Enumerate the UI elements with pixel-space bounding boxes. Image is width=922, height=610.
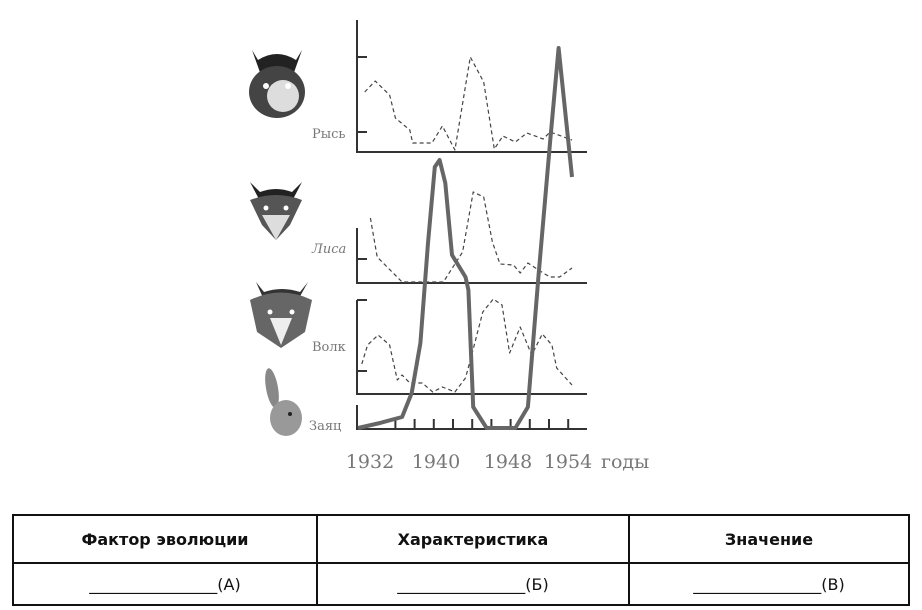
answer-blank-a: ________________(А) — [89, 574, 241, 594]
answer-cell-b[interactable]: ________________(Б) — [316, 562, 630, 606]
fox-axis — [356, 228, 587, 284]
lynx-axis — [356, 20, 587, 153]
evolution-factor-table: Фактор эволюции Характеристика Значение … — [12, 514, 910, 606]
year-label-1940: 1940 — [412, 451, 460, 473]
header-factor: Фактор эволюции — [12, 514, 318, 564]
fox-population-line — [369, 191, 573, 283]
lynx-icon — [249, 50, 305, 118]
hare-icon — [265, 368, 302, 436]
population-dynamics-figure: Рысь Лиса Волк Заяц 1932 1940 1948 1954 … — [249, 20, 649, 473]
wolf-icon — [250, 282, 312, 348]
hare-population-line — [357, 46, 574, 430]
header-meaning: Значение — [628, 514, 910, 564]
lynx-label: Рысь — [312, 127, 345, 142]
wolf-axis — [356, 299, 587, 395]
answer-blank-v: ________________(В) — [693, 574, 845, 594]
hare-label: Заяц — [309, 419, 341, 434]
fox-label: Лиса — [311, 242, 346, 257]
year-label-1954: 1954 — [544, 451, 592, 473]
answer-blank-b: ________________(Б) — [397, 574, 549, 594]
year-label-1932: 1932 — [346, 451, 394, 473]
years-unit-label: годы — [601, 451, 649, 473]
answer-cell-v[interactable]: ________________(В) — [628, 562, 910, 606]
wolf-population-line — [361, 298, 573, 393]
fox-icon — [250, 182, 302, 240]
lynx-population-line — [364, 56, 573, 151]
header-characteristic: Характеристика — [316, 514, 630, 564]
table-header-row: Фактор эволюции Характеристика Значение — [12, 514, 910, 564]
table-row: ________________(А) ________________(Б) … — [12, 562, 910, 606]
year-label-1948: 1948 — [484, 451, 532, 473]
answer-cell-a[interactable]: ________________(А) — [12, 562, 318, 606]
wolf-label: Волк — [312, 340, 346, 355]
